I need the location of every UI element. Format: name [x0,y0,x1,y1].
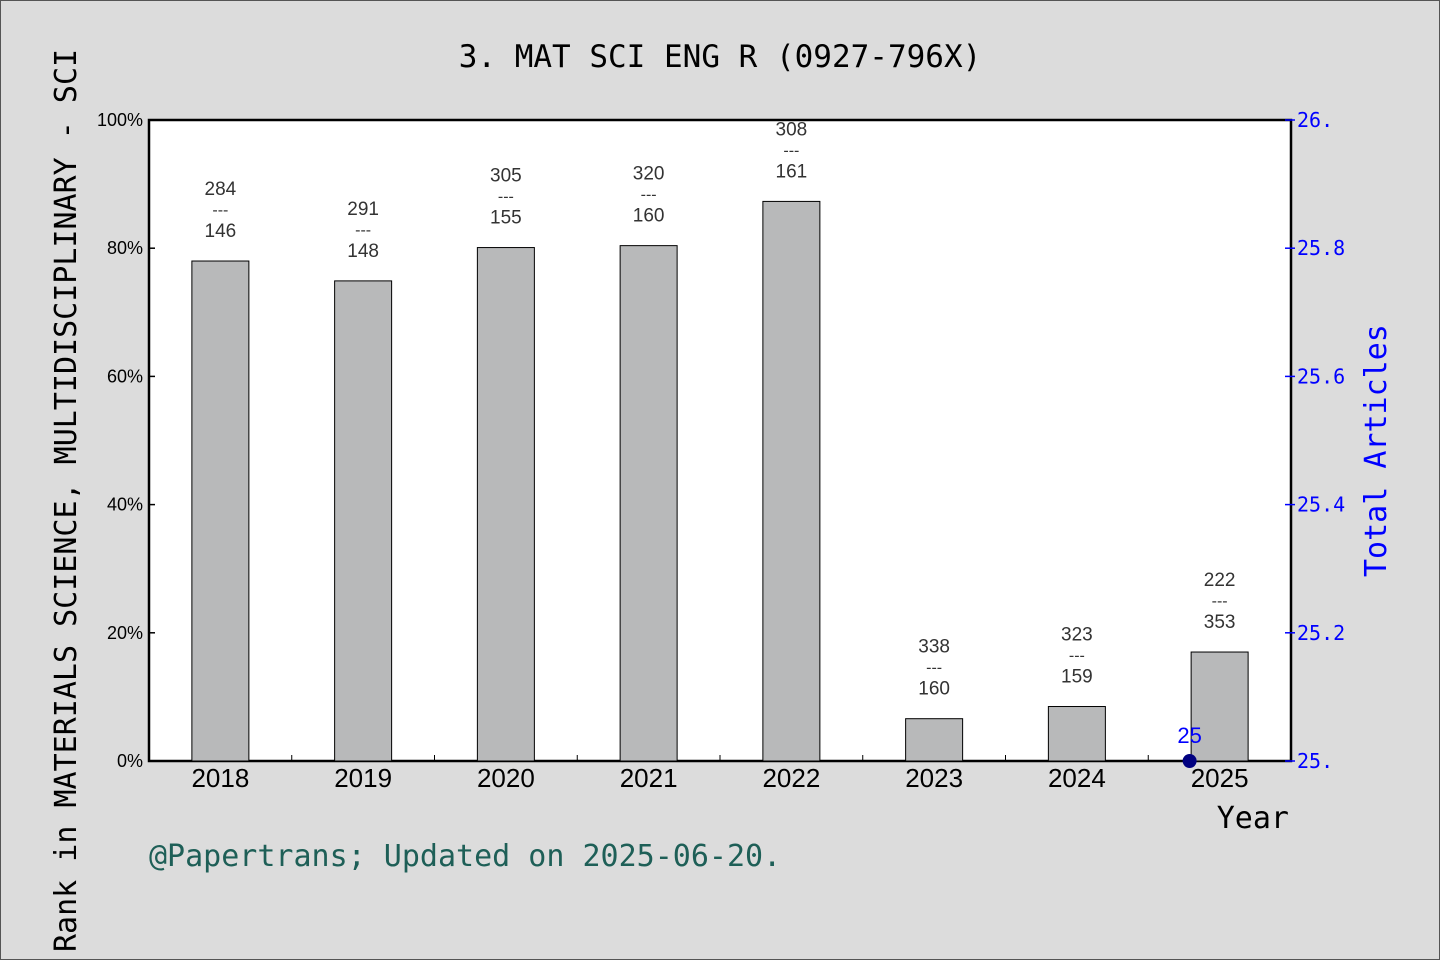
x-tick-label-2019: 2019 [334,763,392,793]
footer-credit: @Papertrans; Updated on 2025-06-20. [149,839,781,874]
bar-2021 [619,245,678,762]
bar-label-bottom-2020: 155 [490,208,522,229]
y-right-tick-label: 25.8 [1297,236,1345,260]
y-right-tick-label: 25.4 [1297,493,1345,517]
bar-label-bottom-2021: 160 [633,206,665,227]
bar-label-separator-2020: --- [498,189,514,206]
y-right-tick-label: 25. [1297,749,1333,773]
bar-2019 [334,280,393,762]
bar-label-separator-2023: --- [926,660,942,677]
bar-label-top-2023: 338 [918,637,950,658]
x-tick-label-2022: 2022 [762,763,820,793]
x-tick-label-2025: 2025 [1191,763,1249,793]
bar-label-bottom-2022: 161 [776,161,808,182]
bar-label-separator-2018: --- [212,202,228,219]
left-axis-ticks: 0% 20% 40% 60% 80% 100% [97,110,155,771]
x-tick-label-2021: 2021 [620,763,678,793]
y-left-tick-label: 40% [107,495,143,515]
y-right-tick-label: 26. [1297,108,1333,132]
bars-layer: 284 --- 146 291 --- 148 305 --- 155 320 --- 160 308 -… [191,119,1249,762]
bar-label-top-2018: 284 [205,179,237,200]
chart-title: 3. MAT SCI ENG R (0927-796X) [459,39,982,75]
y-left-tick-label: 100% [97,110,143,130]
x-tick-label-2018: 2018 [191,763,249,793]
x-tick-label-2024: 2024 [1048,763,1106,793]
x-axis-ticks: 2018 2019 2020 2021 2022 2023 2024 2025 [191,755,1249,793]
total-articles-label-2025: 25 [1177,723,1201,748]
bar-label-bottom-2018: 146 [205,221,237,242]
bar-label-top-2024: 323 [1061,625,1093,646]
x-tick-label-2020: 2020 [477,763,535,793]
y-right-tick-label: 25.2 [1297,621,1345,645]
bar-2024 [1047,706,1106,762]
bar-label-bottom-2024: 159 [1061,667,1093,688]
bar-2020 [476,247,535,762]
y-left-tick-label: 0% [117,751,143,771]
y-left-tick-label: 20% [107,623,143,643]
x-tick-label-2023: 2023 [905,763,963,793]
bar-2018 [191,260,250,762]
plot-area [147,118,1293,763]
bar-label-separator-2024: --- [1069,648,1085,665]
bar-label-separator-2022: --- [783,142,799,159]
bar-label-bottom-2023: 160 [918,679,950,700]
x-axis-label: Year [1217,801,1289,836]
bar-label-top-2020: 305 [490,166,522,187]
y-axis-left-label: Rank in MATERIALS SCIENCE, MULTIDISCIPLI… [49,49,84,952]
right-axis-ticks: 25. 25.2 25.4 25.6 25.8 26. [1285,108,1345,773]
total-articles-point-2025 [1182,754,1197,768]
y-right-tick-label: 25.6 [1297,364,1345,388]
bar-label-separator-2025: --- [1212,593,1228,610]
bar-label-top-2019: 291 [347,199,379,220]
secondary-points-layer: 25 [1177,723,1202,768]
bar-label-top-2022: 308 [776,119,808,140]
bar-2025 [1190,651,1249,762]
y-left-tick-label: 60% [107,366,143,386]
bar-2023 [905,718,964,762]
y-axis-right-label: Total Articles [1359,324,1394,577]
bar-label-bottom-2025: 353 [1204,612,1236,633]
bar-label-separator-2019: --- [355,222,371,239]
y-left-tick-label: 80% [107,238,143,258]
bar-label-separator-2021: --- [641,187,657,204]
bar-label-bottom-2019: 148 [347,241,379,262]
bar-label-top-2025: 222 [1204,570,1236,591]
bar-label-top-2021: 320 [633,164,665,185]
bar-2022 [762,200,821,762]
